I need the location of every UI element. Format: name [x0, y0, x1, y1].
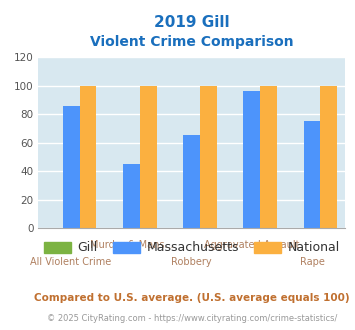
Bar: [63, 106, 80, 228]
Bar: [123, 164, 140, 228]
Bar: [183, 135, 200, 228]
Bar: [243, 91, 260, 228]
Text: 2019 Gill: 2019 Gill: [154, 15, 230, 30]
Legend: Gill, Massachusetts, National: Gill, Massachusetts, National: [39, 236, 345, 259]
Bar: [304, 121, 320, 228]
Text: All Violent Crime: All Violent Crime: [31, 257, 112, 267]
Bar: [140, 85, 157, 228]
Bar: [80, 85, 97, 228]
Text: Compared to U.S. average. (U.S. average equals 100): Compared to U.S. average. (U.S. average …: [34, 293, 350, 303]
Text: Violent Crime Comparison: Violent Crime Comparison: [90, 35, 294, 49]
Text: Murder & Mans...: Murder & Mans...: [89, 240, 173, 250]
Text: Robbery: Robbery: [171, 257, 212, 267]
Bar: [200, 85, 217, 228]
Text: Rape: Rape: [300, 257, 324, 267]
Text: © 2025 CityRating.com - https://www.cityrating.com/crime-statistics/: © 2025 CityRating.com - https://www.city…: [47, 314, 337, 323]
Bar: [320, 85, 337, 228]
Text: Aggravated Assault: Aggravated Assault: [204, 240, 300, 250]
Bar: [260, 85, 277, 228]
